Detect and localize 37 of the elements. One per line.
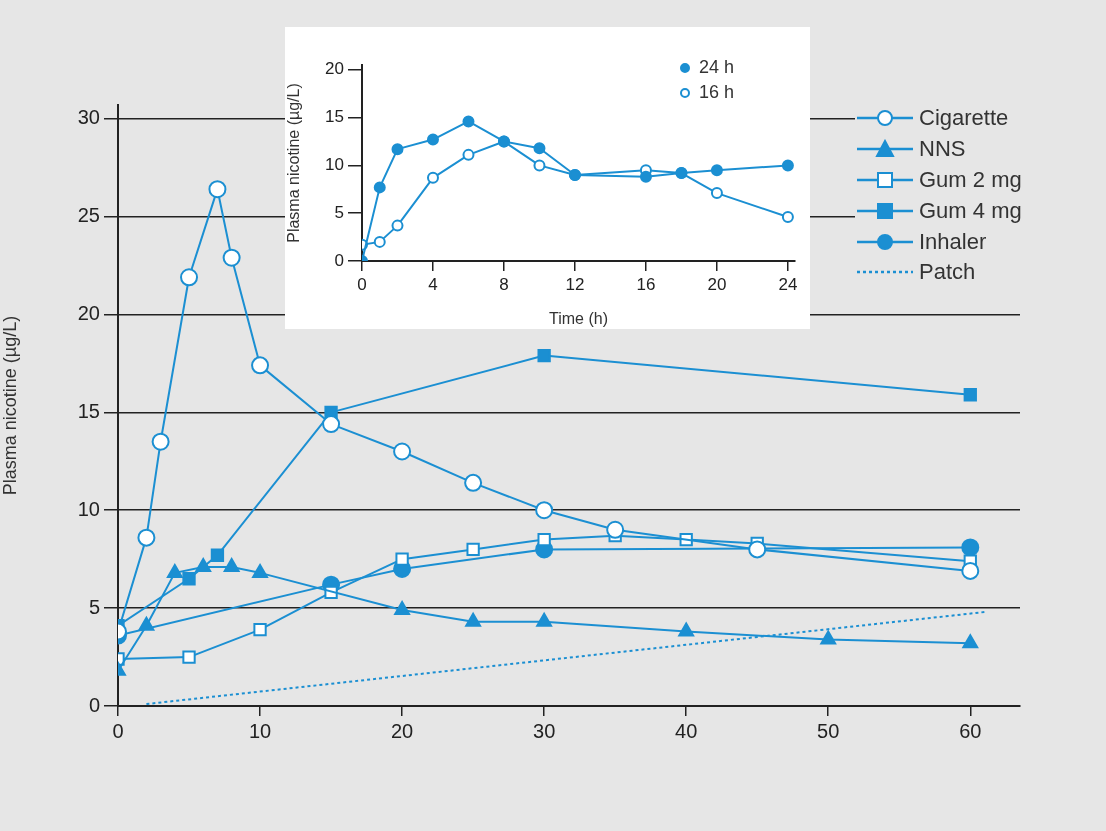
legend-label: NNS — [919, 136, 966, 163]
y-tick-label: 15 — [77, 399, 100, 422]
x-tick-label: 40 — [675, 719, 698, 742]
x-tick-label: 8 — [499, 274, 509, 294]
x-tick-label: 60 — [959, 719, 982, 742]
legend-label: 24 h — [699, 57, 735, 79]
x-tick-label: 0 — [357, 274, 367, 294]
legend-label: Gum 2 mg — [919, 166, 1022, 193]
y-tick-label: 30 — [77, 106, 100, 129]
y-tick-label: 15 — [325, 107, 344, 127]
y-tick-label: 0 — [334, 250, 344, 270]
x-tick-label: 20 — [390, 719, 414, 742]
y-tick-label: 0 — [88, 693, 100, 716]
legend-label: Cigarette — [919, 105, 1009, 132]
y-tick-label: 5 — [88, 595, 100, 618]
y-tick-label: 10 — [325, 155, 344, 175]
x-tick-label: 30 — [533, 719, 556, 742]
x-tick-label: 0 — [112, 719, 124, 742]
y-tick-label: 10 — [77, 497, 100, 520]
x-tick-label: 16 — [636, 274, 656, 294]
legend-label: 16 h — [699, 82, 735, 104]
x-tick-label: 24 — [778, 274, 798, 294]
legend-label: Gum 4 mg — [919, 197, 1022, 224]
y-tick-label: 5 — [334, 202, 344, 222]
y-tick-label: 20 — [325, 59, 344, 79]
y-axis-title: Plasma nicotine (µg/L) — [285, 83, 303, 243]
x-tick-label: 4 — [428, 274, 438, 294]
y-tick-label: 25 — [77, 204, 100, 227]
y-axis-title: Plasma nicotine (µg/L) — [0, 315, 20, 496]
x-tick-label: 50 — [817, 719, 840, 742]
x-tick-label: 10 — [248, 719, 272, 742]
x-axis-title: Time (h) — [549, 309, 608, 327]
legend-label: Inhaler — [919, 228, 987, 255]
legend-label: Patch — [919, 259, 976, 286]
x-tick-label: 20 — [707, 274, 727, 294]
y-tick-label: 20 — [77, 301, 100, 324]
x-tick-label: 12 — [565, 274, 585, 294]
